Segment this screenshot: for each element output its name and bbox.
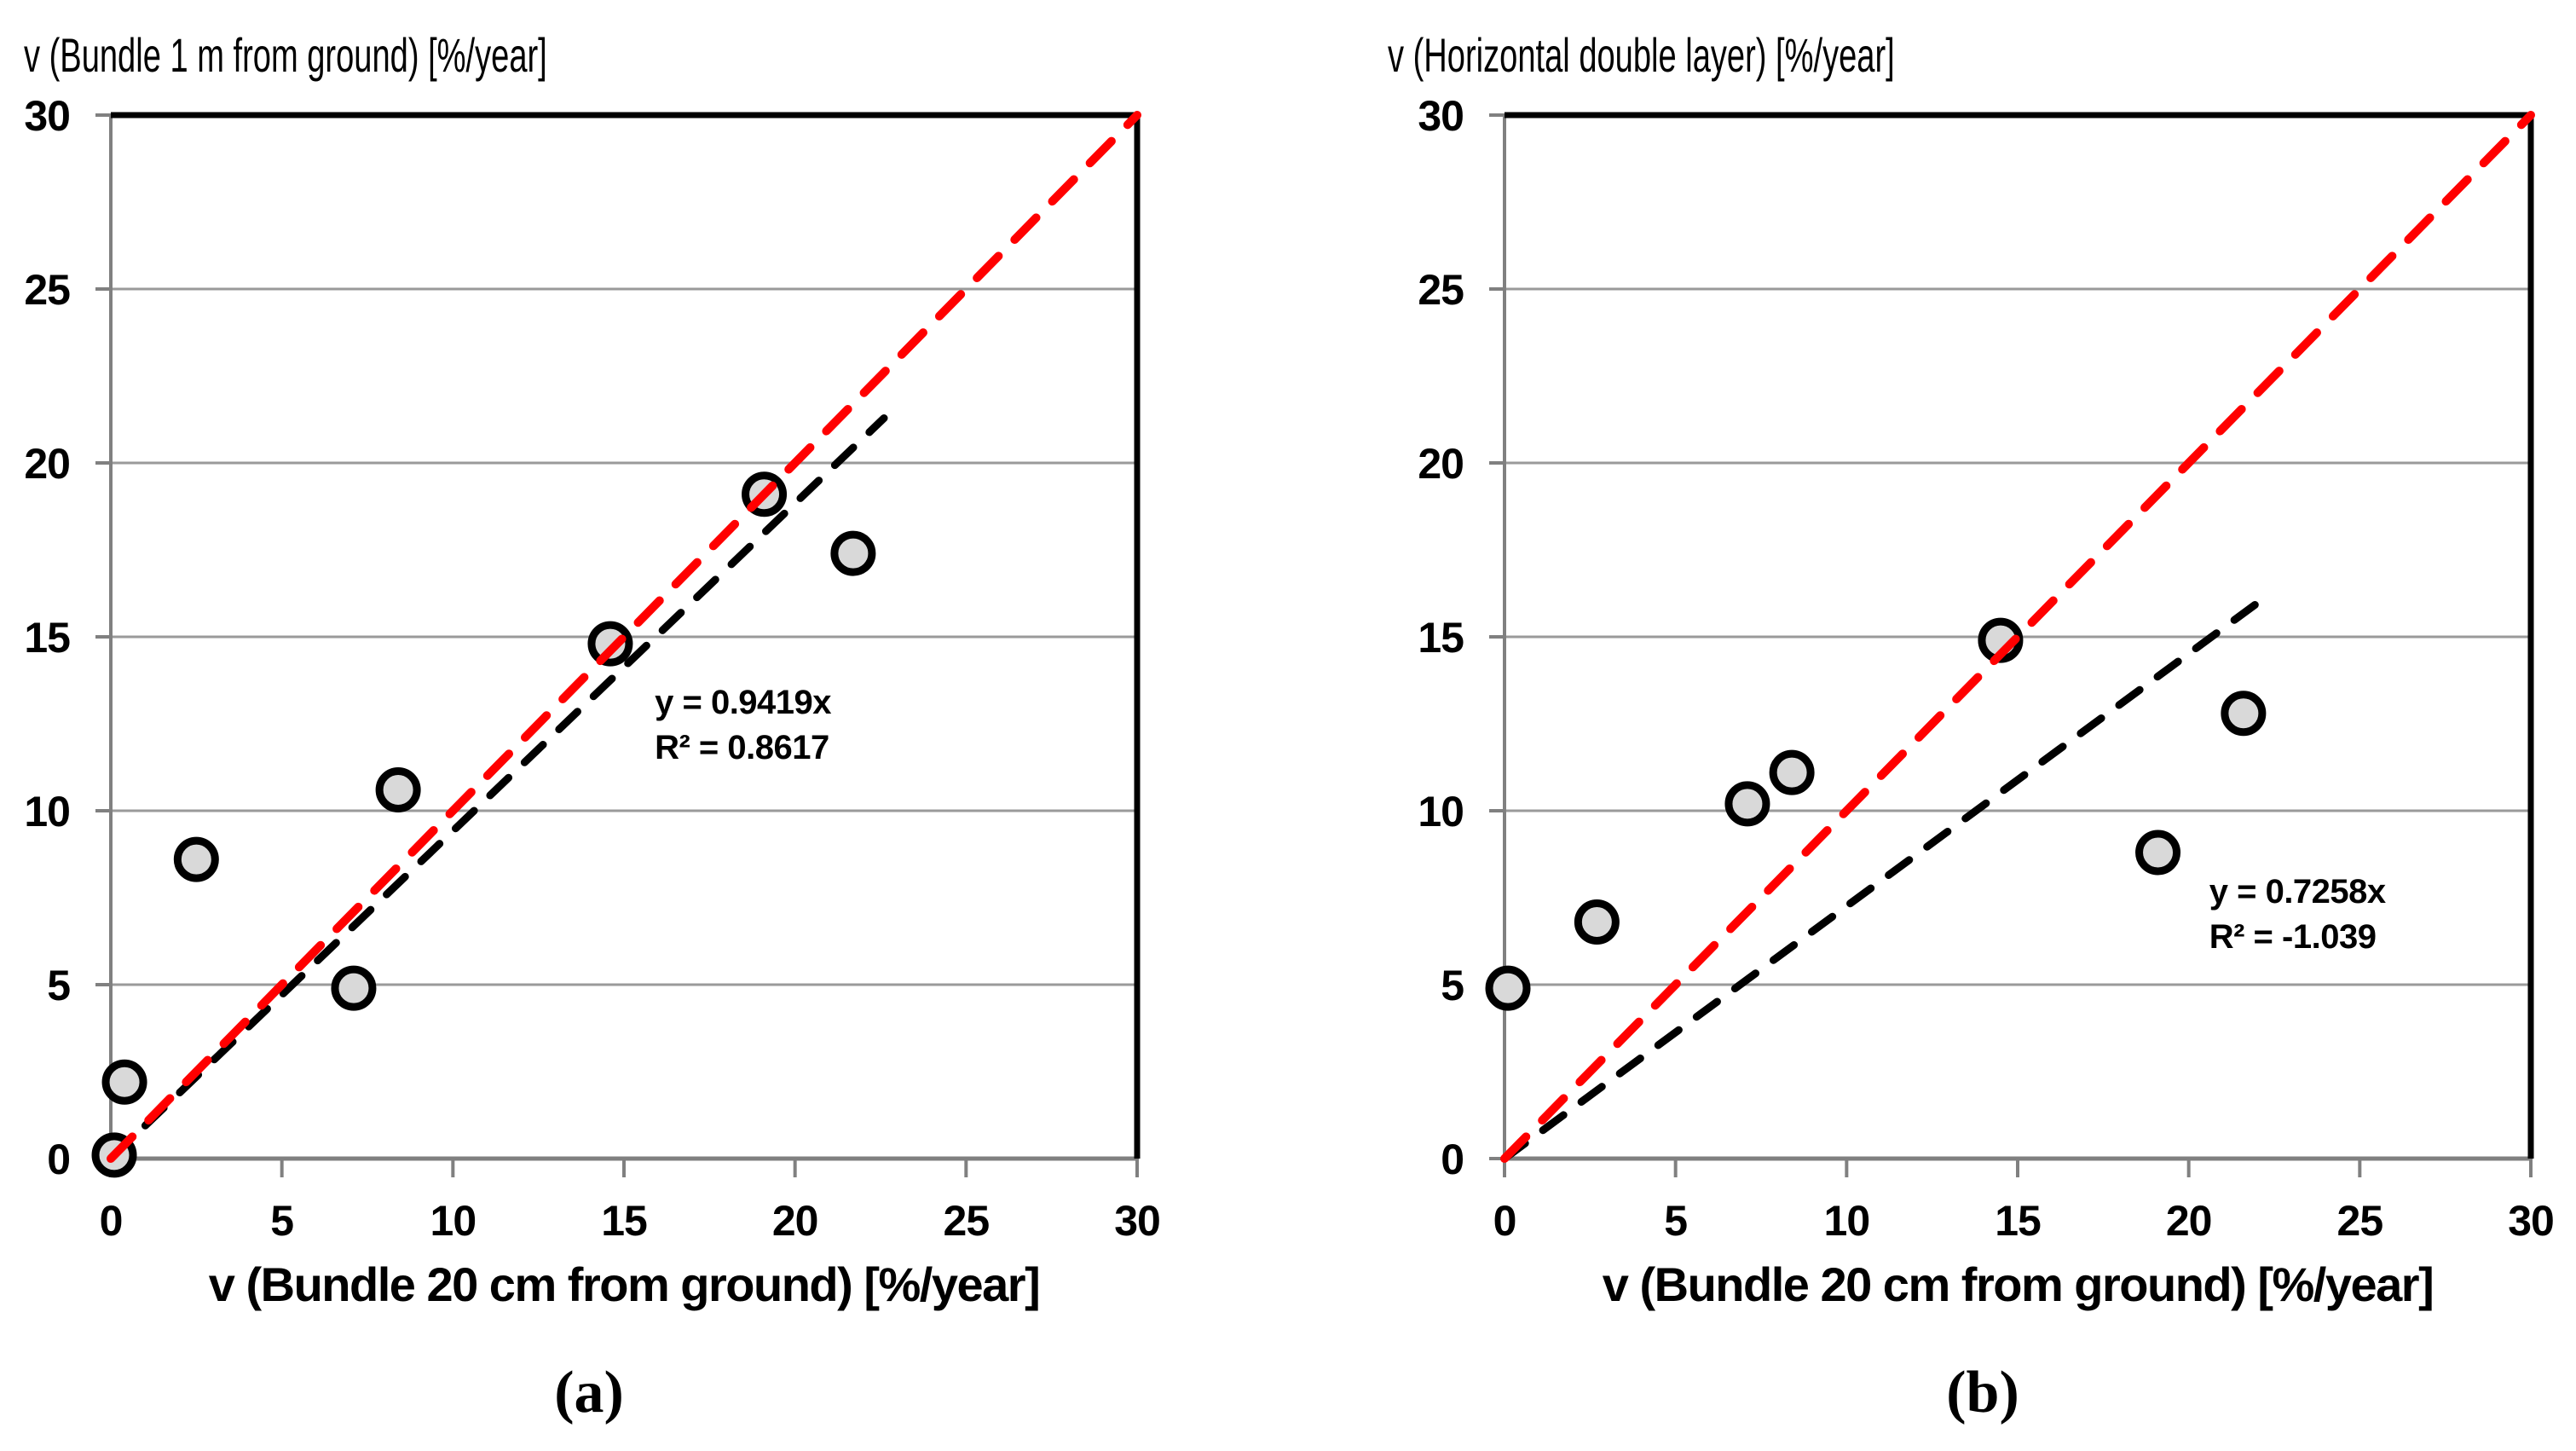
svg-text:0: 0 [100, 1197, 123, 1245]
trend-equation-b: y = 0.7258x R² = -1.039 [2209, 870, 2386, 960]
svg-text:5: 5 [270, 1197, 293, 1245]
svg-text:25: 25 [1418, 266, 1464, 314]
svg-text:10: 10 [430, 1197, 477, 1245]
equation-line-b: y = 0.7258x [2209, 872, 2386, 910]
panel-label-a: (a) [554, 1360, 624, 1425]
svg-text:5: 5 [1441, 962, 1464, 1009]
svg-text:20: 20 [772, 1197, 818, 1245]
svg-text:5: 5 [47, 962, 70, 1009]
svg-text:5: 5 [1664, 1197, 1687, 1245]
equation-line-a: y = 0.9419x [655, 683, 832, 721]
chart-title-b: v (Horizontal double layer) [%/year] [1388, 28, 1895, 82]
panel-a: v (Bundle 1 m from ground) [%/year] 0 5 10… [24, 28, 1161, 1425]
svg-text:15: 15 [601, 1197, 647, 1245]
svg-text:25: 25 [24, 266, 70, 314]
trend-equation-a: y = 0.9419x R² = 0.8617 [655, 680, 831, 771]
equation-r2-b: R² = -1.039 [2209, 917, 2377, 956]
scatter-plot-b: 0 5 10 15 20 25 30 0 5 10 15 20 25 30 [1418, 92, 2554, 1245]
svg-text:25: 25 [944, 1197, 990, 1245]
svg-text:0: 0 [1493, 1197, 1516, 1245]
chart-title-a: v (Bundle 1 m from ground) [%/year] [24, 28, 547, 82]
svg-text:30: 30 [24, 92, 70, 140]
svg-text:30: 30 [1114, 1197, 1160, 1245]
svg-text:0: 0 [1441, 1136, 1464, 1183]
x-axis-title-b: v (Bundle 20 cm from ground) [%/year] [1602, 1257, 2434, 1311]
svg-text:15: 15 [24, 614, 70, 662]
plot-area-a: 0 5 10 15 20 25 30 0 5 10 15 20 25 30 y = 0.9419x R² … [24, 92, 1160, 1245]
svg-text:10: 10 [24, 788, 70, 835]
svg-text:20: 20 [24, 440, 70, 488]
x-axis-title-a: v (Bundle 20 cm from ground) [%/year] [208, 1257, 1041, 1311]
svg-text:15: 15 [1995, 1197, 2041, 1245]
panel-label-b: (b) [1946, 1360, 2019, 1425]
plot-area-b: 0 5 10 15 20 25 30 0 5 10 15 20 25 30 y = 0.7258x R² … [1418, 92, 2554, 1245]
svg-text:10: 10 [1824, 1197, 1870, 1245]
svg-text:15: 15 [1418, 614, 1464, 662]
svg-text:0: 0 [47, 1136, 70, 1183]
svg-text:30: 30 [1418, 92, 1464, 140]
equation-r2-a: R² = 0.8617 [655, 728, 829, 766]
svg-text:25: 25 [2337, 1197, 2383, 1245]
svg-text:20: 20 [1418, 440, 1464, 488]
panel-b: v (Horizontal double layer) [%/year] 0 5 1… [1288, 0, 2576, 1451]
svg-text:10: 10 [1418, 788, 1464, 835]
scatter-plot-a: 0 5 10 15 20 25 30 0 5 10 15 20 25 30 [24, 92, 1160, 1245]
svg-text:20: 20 [2166, 1197, 2212, 1245]
svg-text:30: 30 [2508, 1197, 2554, 1245]
